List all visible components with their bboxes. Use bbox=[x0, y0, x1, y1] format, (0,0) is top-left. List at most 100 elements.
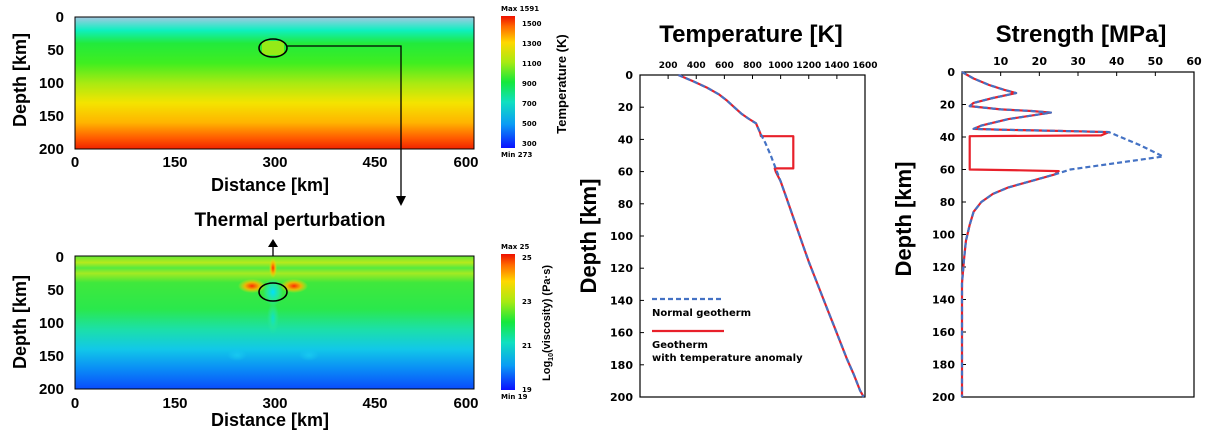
x-tick-600: 600 bbox=[453, 395, 478, 412]
connector-line bbox=[287, 45, 402, 196]
x-tick-400: 400 bbox=[687, 61, 706, 71]
viscosity-colorbar-label: Log10(viscosity) (Pa·s) bbox=[541, 265, 555, 381]
x-tick-40: 40 bbox=[1109, 55, 1125, 68]
y-tick-140: 140 bbox=[610, 294, 633, 307]
cbar-tick-21: 21 bbox=[522, 342, 532, 350]
viscosity-y-label: Depth [km] bbox=[10, 275, 30, 369]
y-tick-100: 100 bbox=[39, 315, 64, 332]
x-tick-450: 450 bbox=[362, 154, 387, 171]
x-tick-0: 0 bbox=[71, 154, 79, 171]
legend-anomaly-label-1: Geotherm bbox=[652, 340, 708, 351]
y-tick-100: 100 bbox=[610, 230, 633, 243]
strength-profile-x-ticks: 10 20 30 40 50 60 bbox=[993, 55, 1202, 76]
x-tick-1000: 1000 bbox=[768, 61, 793, 71]
y-tick-50: 50 bbox=[47, 282, 64, 299]
x-tick-300: 300 bbox=[262, 395, 287, 412]
temperature-colorbar-max: Max 1591 bbox=[501, 5, 539, 13]
temperature-profile-panel: Temperature [K] Depth [km] 200 400 600 800 1… bbox=[576, 21, 878, 404]
viscosity-colorbar-ticks: 25 23 21 19 bbox=[522, 254, 532, 394]
y-tick-100: 100 bbox=[39, 75, 64, 92]
strength-profile-y-ticks: 0 20 40 60 80 100 120 140 160 180 200 bbox=[932, 66, 966, 404]
up-arrow-head bbox=[268, 239, 278, 247]
viscosity-plot-frame bbox=[74, 255, 475, 390]
viscosity-colorbar bbox=[501, 254, 515, 390]
x-tick-60: 60 bbox=[1186, 55, 1202, 68]
x-tick-1600: 1600 bbox=[852, 61, 877, 71]
cbar-tick-300: 300 bbox=[522, 140, 537, 148]
y-tick-0: 0 bbox=[625, 69, 633, 82]
x-tick-150: 150 bbox=[162, 395, 187, 412]
temperature-profile-legend: Normal geotherm Geotherm with temperatur… bbox=[652, 297, 803, 364]
cbar-tick-500: 500 bbox=[522, 120, 537, 128]
cbar-tick-25: 25 bbox=[522, 254, 532, 262]
y-tick-80: 80 bbox=[940, 196, 956, 209]
y-tick-0: 0 bbox=[56, 9, 64, 26]
x-tick-1200: 1200 bbox=[796, 61, 821, 71]
strength-profile-frame bbox=[961, 71, 1195, 398]
x-tick-20: 20 bbox=[1032, 55, 1048, 68]
y-tick-80: 80 bbox=[618, 198, 634, 211]
y-tick-40: 40 bbox=[618, 133, 634, 146]
cbar-tick-700: 700 bbox=[522, 100, 537, 108]
viscosity-weak-tail bbox=[267, 302, 279, 334]
viscosity-anomaly-circle bbox=[258, 282, 288, 302]
viscosity-weak-zone bbox=[263, 278, 283, 306]
strength-profile-title: Strength [MPa] bbox=[996, 21, 1167, 48]
strength-profile-panel: Strength [MPa] Depth [km] 10 20 30 40 50 60 0… bbox=[891, 21, 1202, 404]
temperature-x-label: Distance [km] bbox=[211, 175, 329, 195]
y-tick-0: 0 bbox=[947, 66, 955, 79]
strength-profile-lines bbox=[960, 71, 1165, 397]
x-tick-600: 600 bbox=[715, 61, 734, 71]
y-tick-160: 160 bbox=[610, 327, 633, 340]
cbar-tick-1100: 1100 bbox=[522, 60, 542, 68]
viscosity-colorbar-min: Min 19 bbox=[501, 393, 528, 401]
temperature-field-panel: 0 50 100 150 200 0 150 300 450 600 Dista… bbox=[10, 5, 569, 195]
temperature-profile-title: Temperature [K] bbox=[659, 21, 843, 48]
temperature-colorbar-label: Temperature (K) bbox=[554, 34, 569, 133]
y-tick-180: 180 bbox=[610, 359, 633, 372]
x-tick-600: 600 bbox=[453, 154, 478, 171]
temperature-field-map bbox=[75, 17, 474, 149]
cbar-tick-23: 23 bbox=[522, 298, 532, 306]
temperature-anomaly-circle bbox=[258, 38, 288, 58]
y-tick-50: 50 bbox=[47, 42, 64, 59]
temperature-profile-x-ticks: 200 400 600 800 1000 1200 1400 1600 bbox=[659, 61, 878, 79]
y-tick-0: 0 bbox=[56, 249, 64, 266]
connector-arrowhead bbox=[396, 196, 406, 206]
x-tick-200: 200 bbox=[659, 61, 678, 71]
y-tick-20: 20 bbox=[618, 101, 634, 114]
x-tick-50: 50 bbox=[1148, 55, 1164, 68]
y-tick-120: 120 bbox=[932, 261, 955, 274]
x-tick-0: 0 bbox=[71, 395, 79, 412]
temperature-plot-frame bbox=[74, 16, 475, 150]
x-tick-30: 30 bbox=[1070, 55, 1086, 68]
y-tick-60: 60 bbox=[618, 166, 634, 179]
temperature-profile-y-label: Depth [km] bbox=[576, 179, 601, 294]
normal-geotherm-line bbox=[677, 73, 865, 398]
y-tick-160: 160 bbox=[932, 326, 955, 339]
viscosity-blue-lobe-right bbox=[299, 349, 319, 361]
y-tick-150: 150 bbox=[39, 348, 64, 365]
y-tick-60: 60 bbox=[940, 164, 956, 177]
cbar-tick-900: 900 bbox=[522, 80, 537, 88]
temperature-profile-y-ticks: 0 20 40 60 80 100 120 140 160 180 200 bbox=[610, 69, 644, 404]
y-tick-200: 200 bbox=[39, 381, 64, 398]
y-tick-120: 120 bbox=[610, 262, 633, 275]
temperature-y-label: Depth [km] bbox=[10, 33, 30, 127]
y-tick-100: 100 bbox=[932, 229, 955, 242]
y-tick-140: 140 bbox=[932, 294, 955, 307]
viscosity-colorbar-max: Max 25 bbox=[501, 243, 530, 251]
temperature-colorbar-ticks: 1500 1300 1100 900 700 500 300 bbox=[522, 20, 542, 148]
cbar-tick-1500: 1500 bbox=[522, 20, 542, 28]
cbar-tick-19: 19 bbox=[522, 386, 532, 394]
temperature-x-ticks: 0 150 300 450 600 bbox=[71, 154, 479, 171]
legend-normal-label: Normal geotherm bbox=[652, 308, 751, 319]
temperature-profile-lines bbox=[677, 73, 865, 398]
cbar-tick-1300: 1300 bbox=[522, 40, 542, 48]
y-tick-150: 150 bbox=[39, 108, 64, 125]
thermal-perturbation-label: Thermal perturbation bbox=[194, 210, 385, 231]
temperature-colorbar bbox=[501, 16, 515, 148]
viscosity-blue-lobe-left bbox=[227, 349, 247, 361]
y-tick-200: 200 bbox=[39, 141, 64, 158]
